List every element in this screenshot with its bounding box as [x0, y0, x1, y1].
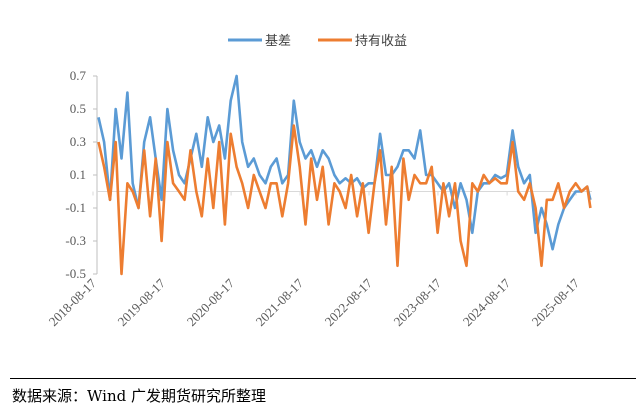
series-line-basis — [97, 74, 592, 251]
x-tick-label: 2020-08-17 — [184, 275, 238, 329]
legend-label: 基差 — [265, 34, 291, 49]
x-tick-label: 2023-08-17 — [391, 275, 445, 329]
x-tick-label: 2022-08-17 — [322, 275, 376, 329]
y-tick-label: 0.3 — [70, 134, 86, 149]
x-tick-label: 2025-08-17 — [529, 275, 583, 329]
y-tick-label: -0.1 — [65, 200, 86, 215]
x-tick-label: 2024-08-17 — [460, 275, 514, 329]
x-tick-label: 2019-08-17 — [115, 275, 169, 329]
y-tick-label: 0.5 — [70, 101, 86, 116]
y-tick-label: 0.7 — [70, 68, 87, 83]
y-tick-label: 0.1 — [70, 167, 86, 182]
x-tick-label: 2021-08-17 — [253, 275, 307, 329]
y-tick-label: -0.3 — [65, 233, 86, 248]
legend-label: 持有收益 — [355, 34, 407, 49]
y-tick-label: -0.5 — [65, 266, 86, 281]
data-source-note: 数据来源：Wind 广发期货研究所整理 — [12, 387, 266, 405]
x-tick-label: 2018-08-17 — [46, 275, 100, 329]
footer-divider — [10, 378, 636, 379]
series-line-holding-yield — [97, 124, 592, 276]
